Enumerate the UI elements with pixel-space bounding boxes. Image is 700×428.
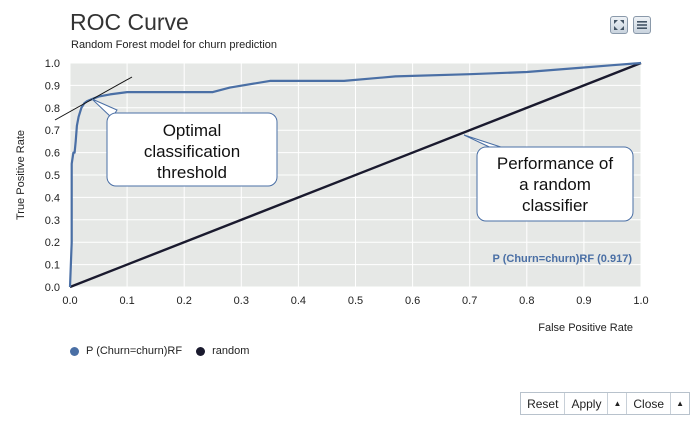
chart-subtitle: Random Forest model for churn prediction [71, 39, 278, 51]
y-tick-label: 0.4 [45, 192, 60, 204]
legend-item-rf[interactable]: P (Churn=churn)RF [70, 345, 182, 357]
action-bar: Reset Apply ▲ Close ▲ [520, 392, 690, 415]
annotation-random-classifier: Performance of a random classifier [497, 154, 613, 215]
apply-options-arrow[interactable]: ▲ [608, 393, 628, 414]
x-tick-label: 0.6 [405, 295, 420, 307]
y-tick-label: 0.7 [45, 125, 60, 137]
chart-title: ROC Curve [70, 9, 189, 35]
fullscreen-icon[interactable] [610, 16, 628, 34]
callout-box-optimal [106, 112, 278, 187]
annotation-optimal-threshold: Optimal classification threshold [144, 121, 240, 182]
close-button[interactable]: Close [627, 393, 672, 414]
annotations: Optimal classification threshold Performanc… [54, 76, 634, 265]
y-tick-label: 0.1 [45, 260, 60, 272]
apply-button[interactable]: Apply [565, 393, 609, 414]
y-tick-label: 0.0 [45, 282, 60, 294]
y-tick-label: 0.5 [45, 170, 60, 182]
legend-label-random: random [212, 345, 250, 357]
x-tick-label: 0.5 [348, 295, 363, 307]
y-tick-label: 0.8 [45, 103, 60, 115]
y-tick-label: 1.0 [45, 58, 60, 70]
legend-label-rf: P (Churn=churn)RF [86, 345, 183, 357]
legend: P (Churn=churn)RF random [70, 345, 249, 357]
y-tick-label: 0.9 [45, 80, 60, 92]
y-tick-label: 0.6 [45, 148, 60, 160]
x-tick-label: 0.8 [519, 295, 534, 307]
y-axis-label: True Positive Rate [15, 130, 27, 220]
legend-marker-random [196, 346, 206, 356]
x-tick-label: 0.4 [291, 295, 306, 307]
x-tick-label: 0.7 [462, 295, 477, 307]
y-tick-label: 0.3 [45, 215, 60, 227]
legend-item-random[interactable]: random [196, 345, 249, 357]
x-tick-label: 0.3 [234, 295, 249, 307]
roc-chart: 0.0 0.1 0.2 0.3 0.4 0.5 0.6 0.7 0.8 0.9 1.0 0.0 0.1… [15, 58, 649, 334]
x-tick-label: 0.9 [576, 295, 591, 307]
y-axis-ticks: 0.0 0.1 0.2 0.3 0.4 0.5 0.6 0.7 0.8 0.9 1.0 [45, 58, 60, 294]
x-tick-label: 0.1 [119, 295, 134, 307]
series-line-random[interactable] [69, 61, 642, 289]
auc-label: P (Churn=churn)RF (0.917) [493, 253, 633, 265]
x-tick-label: 1.0 [633, 295, 648, 307]
series-group [68, 61, 642, 289]
callout-box-random [476, 146, 634, 222]
reset-button[interactable]: Reset [521, 393, 566, 414]
x-tick-label: 0.2 [177, 295, 192, 307]
menu-icon[interactable] [633, 16, 651, 34]
y-tick-label: 0.2 [45, 237, 60, 249]
tangent-line [54, 76, 133, 121]
legend-marker-rf [70, 346, 79, 356]
x-tick-label: 0.0 [62, 295, 77, 307]
x-axis-ticks: 0.0 0.1 0.2 0.3 0.4 0.5 0.6 0.7 0.8 0.9 1.0 [62, 295, 648, 307]
x-axis-label: False Positive Rate [538, 322, 633, 334]
series-line-rf[interactable] [68, 61, 642, 288]
close-options-arrow[interactable]: ▲ [671, 393, 689, 414]
